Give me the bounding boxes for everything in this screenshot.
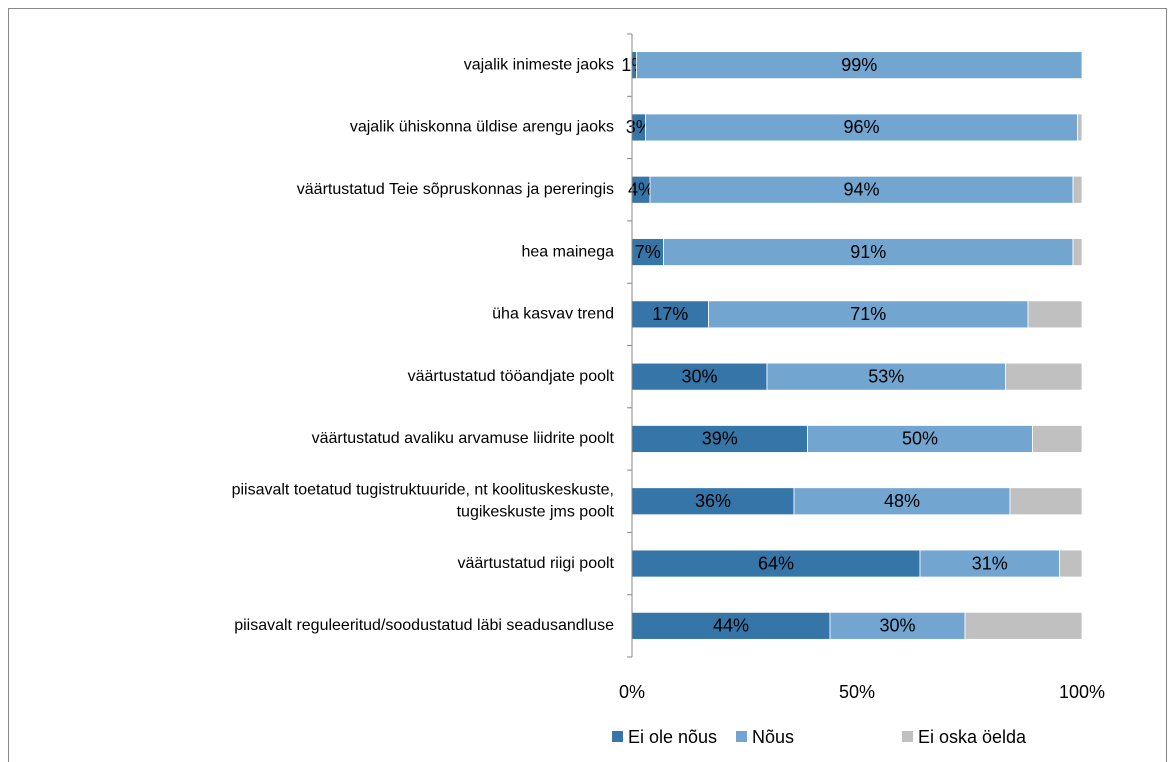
category-label: väärtustatud Teie sõpruskonnas ja pereri… — [297, 181, 614, 198]
bar-segment — [631, 425, 808, 453]
data-label: 39% — [702, 429, 738, 449]
data-label: 99% — [841, 55, 877, 75]
bar-segment — [631, 611, 831, 640]
data-label: 17% — [652, 304, 688, 324]
bar-segment — [1072, 175, 1083, 204]
data-label: 50% — [902, 429, 938, 449]
data-label: 36% — [695, 491, 731, 511]
category-label: väärtustatud avaliku arvamuse liidrite p… — [312, 430, 615, 447]
bar-segment — [807, 425, 1033, 453]
category-label: hea mainega — [521, 243, 614, 260]
data-label: 30% — [681, 366, 717, 386]
legend-label: Ei ole nõus — [628, 727, 717, 747]
bar-segment — [631, 549, 921, 578]
bar-segment — [1009, 487, 1083, 516]
data-label: 48% — [884, 491, 920, 511]
category-label: üha kasvav trend — [492, 306, 614, 323]
legend-swatch — [612, 731, 623, 742]
bar-segment — [645, 113, 1078, 142]
bar-segment — [1077, 113, 1083, 142]
data-label: 4% — [628, 180, 654, 200]
data-label: 53% — [868, 366, 904, 386]
data-label: 64% — [758, 553, 794, 573]
data-label: 44% — [713, 616, 749, 636]
category-label: piisavalt toetatud tugistruktuuride, nt … — [232, 481, 615, 520]
bar-segment — [636, 51, 1083, 80]
x-tick-label: 0% — [619, 682, 645, 702]
legend-label: Nõus — [752, 727, 794, 747]
bar-segment — [1027, 300, 1083, 329]
bar-segment — [1059, 549, 1083, 578]
data-label: 71% — [850, 304, 886, 324]
bar-segment — [1005, 362, 1083, 391]
bar-segment — [631, 300, 709, 329]
bar-segment — [1032, 425, 1083, 453]
category-label: väärtustatud tööandjate poolt — [408, 368, 615, 385]
bar-segment — [663, 238, 1074, 266]
data-label: 31% — [972, 553, 1008, 573]
category-label: väärtustatud riigi poolt — [457, 555, 614, 572]
category-label: vajalik ühiskonna üldise arengu jaoks — [350, 119, 614, 136]
bar-segment — [631, 487, 795, 516]
legend-swatch — [902, 731, 913, 742]
data-label: 7% — [635, 242, 661, 262]
bar-segment — [964, 611, 1083, 640]
data-label: 30% — [879, 616, 915, 636]
bar-segment — [793, 487, 1011, 516]
x-tick-label: 100% — [1059, 682, 1105, 702]
category-label: vajalik inimeste jaoks — [464, 56, 614, 73]
legend-label: Ei oska öelda — [918, 727, 1027, 747]
bar-segment — [708, 300, 1029, 329]
category-label: piisavalt reguleeritud/soodustatud läbi … — [234, 617, 614, 634]
bar-segment — [1072, 238, 1083, 266]
data-label: 96% — [843, 117, 879, 137]
x-tick-label: 50% — [839, 682, 875, 702]
data-label: 94% — [843, 180, 879, 200]
data-label: 91% — [850, 242, 886, 262]
bar-segment — [829, 611, 966, 640]
legend-swatch — [736, 731, 747, 742]
bar-segment — [631, 238, 664, 266]
bar-segment — [766, 362, 1006, 391]
